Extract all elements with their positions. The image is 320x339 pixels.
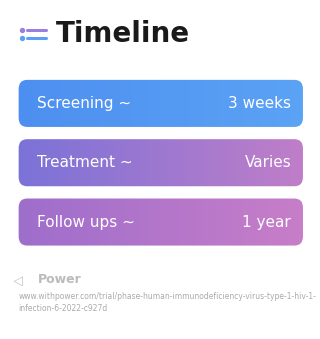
- Text: Timeline: Timeline: [56, 20, 190, 48]
- Text: Varies: Varies: [244, 155, 291, 170]
- Text: 3 weeks: 3 weeks: [228, 96, 291, 111]
- Text: ▷: ▷: [14, 273, 23, 286]
- Text: Screening ~: Screening ~: [37, 96, 131, 111]
- Text: Treatment ~: Treatment ~: [37, 155, 132, 170]
- Text: Follow ups ~: Follow ups ~: [37, 215, 135, 230]
- Text: www.withpower.com/trial/phase-human-immunodeficiency-virus-type-1-hiv-1-
infecti: www.withpower.com/trial/phase-human-immu…: [19, 292, 316, 313]
- Text: Power: Power: [38, 273, 82, 286]
- Text: 1 year: 1 year: [243, 215, 291, 230]
